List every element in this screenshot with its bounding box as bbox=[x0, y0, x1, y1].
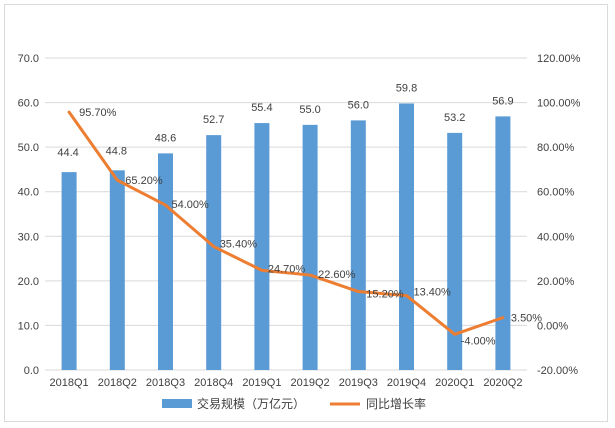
x-tick-label: 2018Q2 bbox=[98, 377, 137, 389]
right-tick-label: 0.00% bbox=[537, 320, 568, 332]
right-axis-ticks: -20.00% 0.00% 20.00% 40.00% 60.00% 80.00% 100.… bbox=[537, 53, 581, 377]
x-tick-label: 2019Q3 bbox=[339, 377, 378, 389]
x-tick-label: 2019Q2 bbox=[291, 377, 330, 389]
left-tick-label: 30.0 bbox=[18, 231, 39, 243]
bar-series bbox=[61, 103, 511, 371]
left-tick-label: 0.0 bbox=[24, 365, 39, 377]
right-tick-label: 40.00% bbox=[537, 231, 575, 243]
line-label: 65.20% bbox=[125, 175, 163, 187]
x-tick-label: 2018Q3 bbox=[146, 377, 185, 389]
line-label: 95.70% bbox=[79, 107, 117, 119]
bar-label: 44.4 bbox=[57, 147, 78, 159]
bar-2018Q4 bbox=[206, 135, 222, 370]
right-tick-label: 80.00% bbox=[537, 142, 575, 154]
bar-2020Q2 bbox=[495, 116, 511, 370]
x-tick-label: 2018Q1 bbox=[50, 377, 89, 389]
gridlines bbox=[45, 57, 527, 371]
bar-2020Q1 bbox=[447, 132, 463, 370]
line-label: 15.20% bbox=[366, 289, 404, 301]
line-label: 22.60% bbox=[318, 269, 356, 281]
bar-label: 56.0 bbox=[348, 99, 369, 111]
bar-label: 44.8 bbox=[106, 145, 127, 157]
left-axis-ticks: 0.0 10.0 20.0 30.0 40.0 50.0 60.0 70.0 bbox=[18, 53, 39, 377]
x-axis-ticks: 2018Q1 2018Q2 2018Q3 2018Q4 2019Q1 2019Q2 2019… bbox=[50, 377, 523, 389]
legend-line-label: 同比增长率 bbox=[366, 396, 426, 411]
bar-2019Q4 bbox=[399, 103, 414, 370]
x-tick-label: 2019Q4 bbox=[387, 377, 426, 389]
bar-label: 48.6 bbox=[155, 132, 176, 144]
growth-rate-line bbox=[67, 110, 505, 336]
bar-2018Q1 bbox=[61, 172, 77, 370]
left-tick-label: 70.0 bbox=[18, 53, 39, 65]
left-tick-label: 50.0 bbox=[18, 142, 39, 154]
legend-bar-swatch bbox=[162, 399, 192, 408]
line-label: 24.70% bbox=[268, 263, 306, 275]
left-tick-label: 20.0 bbox=[18, 276, 39, 288]
line-label: 54.00% bbox=[172, 199, 210, 211]
bar-2019Q2 bbox=[302, 124, 318, 370]
bar-label: 55.0 bbox=[299, 104, 320, 116]
line-label: -4.00% bbox=[461, 335, 496, 347]
bar-label: 52.7 bbox=[203, 114, 224, 126]
bar-2019Q3 bbox=[350, 120, 366, 371]
right-tick-label: 20.00% bbox=[537, 276, 575, 288]
legend-bar-label: 交易规模（万亿元） bbox=[197, 396, 305, 411]
x-tick-label: 2020Q2 bbox=[483, 377, 522, 389]
bar-2018Q2 bbox=[109, 170, 125, 370]
bar-label: 53.2 bbox=[444, 112, 465, 124]
left-tick-label: 60.0 bbox=[18, 98, 39, 110]
bar-2019Q1 bbox=[254, 123, 270, 371]
bar-label: 55.4 bbox=[251, 102, 272, 114]
line-series bbox=[67, 110, 505, 336]
bar-label: 59.8 bbox=[396, 82, 417, 94]
left-tick-label: 40.0 bbox=[18, 187, 39, 199]
x-tick-label: 2018Q4 bbox=[194, 377, 233, 389]
line-data-labels: 95.70% 65.20% 54.00% 35.40% 24.70% 22.60% 15.2… bbox=[79, 107, 542, 347]
x-tick-label: 2020Q1 bbox=[435, 377, 474, 389]
x-tick-label: 2019Q1 bbox=[242, 377, 281, 389]
bar-label: 56.9 bbox=[492, 95, 513, 107]
right-tick-label: 60.00% bbox=[537, 187, 575, 199]
right-tick-label: 100.00% bbox=[537, 98, 581, 110]
line-label: 35.40% bbox=[220, 239, 258, 251]
bar-data-labels: 44.4 44.8 48.6 52.7 55.4 55.0 56.0 59.8 53.2 56.9 bbox=[57, 82, 513, 159]
legend: 交易规模（万亿元） 同比增长率 bbox=[162, 396, 426, 411]
line-label: 13.40% bbox=[414, 287, 452, 299]
right-tick-label: -20.00% bbox=[537, 365, 578, 377]
left-tick-label: 10.0 bbox=[18, 320, 39, 332]
right-tick-label: 120.00% bbox=[537, 53, 581, 65]
line-label: 3.50% bbox=[511, 313, 542, 325]
